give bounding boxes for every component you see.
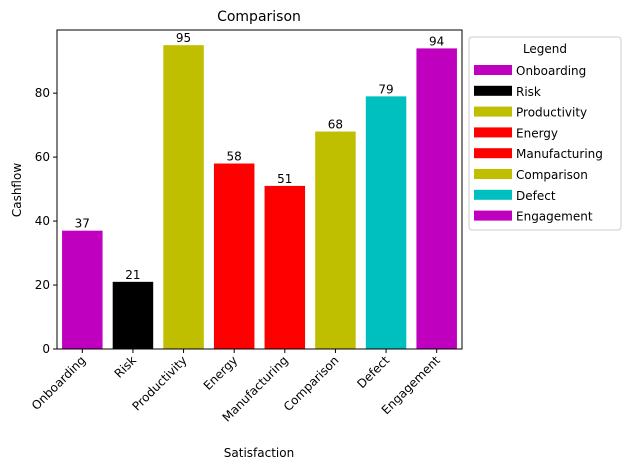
- y-tick-label: 80: [35, 86, 50, 100]
- x-tick-label: Productivity: [129, 353, 189, 413]
- y-axis-label: Cashflow: [10, 163, 24, 217]
- bars-layer: 37 21 95 58 51 68 79 94: [62, 31, 457, 349]
- data-label-energy: 58: [227, 150, 242, 164]
- legend: Legend Onboarding Risk Productivity Energy M…: [468, 36, 622, 231]
- legend-swatch-engagement: [474, 210, 512, 221]
- legend-swatch-onboarding: [474, 65, 512, 75]
- legend-label-energy: Energy: [516, 126, 558, 140]
- legend-label-productivity: Productivity: [516, 106, 587, 120]
- bar-comparison: [315, 131, 356, 349]
- legend-swatch-energy: [474, 127, 512, 138]
- legend-title: Legend: [523, 42, 567, 56]
- legend-label-engagement: Engagement: [516, 210, 593, 224]
- x-tick-label: Risk: [112, 353, 140, 381]
- legend-label-comparison: Comparison: [516, 168, 588, 182]
- bar-manufacturing: [264, 185, 306, 349]
- x-tick-label: Defect: [354, 353, 392, 391]
- data-label-comparison: 68: [328, 118, 343, 132]
- bar-risk: [112, 281, 154, 349]
- y-tick-label: 40: [35, 214, 50, 228]
- y-tick-label: 60: [35, 150, 50, 164]
- data-label-onboarding: 37: [75, 217, 90, 231]
- bar-productivity: [163, 45, 204, 349]
- x-tick-label: Energy: [201, 353, 241, 393]
- chart-title: Comparison: [217, 9, 301, 25]
- bar-defect: [365, 96, 407, 349]
- legend-swatch-comparison: [474, 169, 512, 179]
- x-axis-label: Satisfaction: [224, 446, 294, 460]
- legend-swatch-productivity: [474, 106, 512, 117]
- y-tick-label: 20: [35, 278, 50, 292]
- legend-label-defect: Defect: [516, 189, 556, 203]
- data-label-defect: 79: [378, 82, 393, 96]
- legend-swatch-risk: [474, 85, 512, 96]
- legend-label-manufacturing: Manufacturing: [516, 147, 603, 161]
- bar-onboarding: [62, 230, 103, 349]
- legend-swatch-manufacturing: [474, 148, 512, 159]
- data-label-risk: 21: [125, 268, 140, 282]
- legend-frame: [468, 36, 622, 231]
- legend-label-risk: Risk: [516, 85, 541, 99]
- y-tick-label: 0: [42, 342, 50, 356]
- legend-swatch-defect: [474, 189, 512, 200]
- data-label-engagement: 94: [429, 34, 444, 48]
- legend-label-onboarding: Onboarding: [516, 64, 586, 78]
- bar-energy: [213, 163, 255, 349]
- data-label-manufacturing: 51: [277, 172, 292, 186]
- x-tick-label: Onboarding: [29, 353, 89, 413]
- plot-frame: [56, 29, 463, 350]
- data-label-productivity: 95: [176, 31, 191, 45]
- bar-engagement: [416, 48, 457, 349]
